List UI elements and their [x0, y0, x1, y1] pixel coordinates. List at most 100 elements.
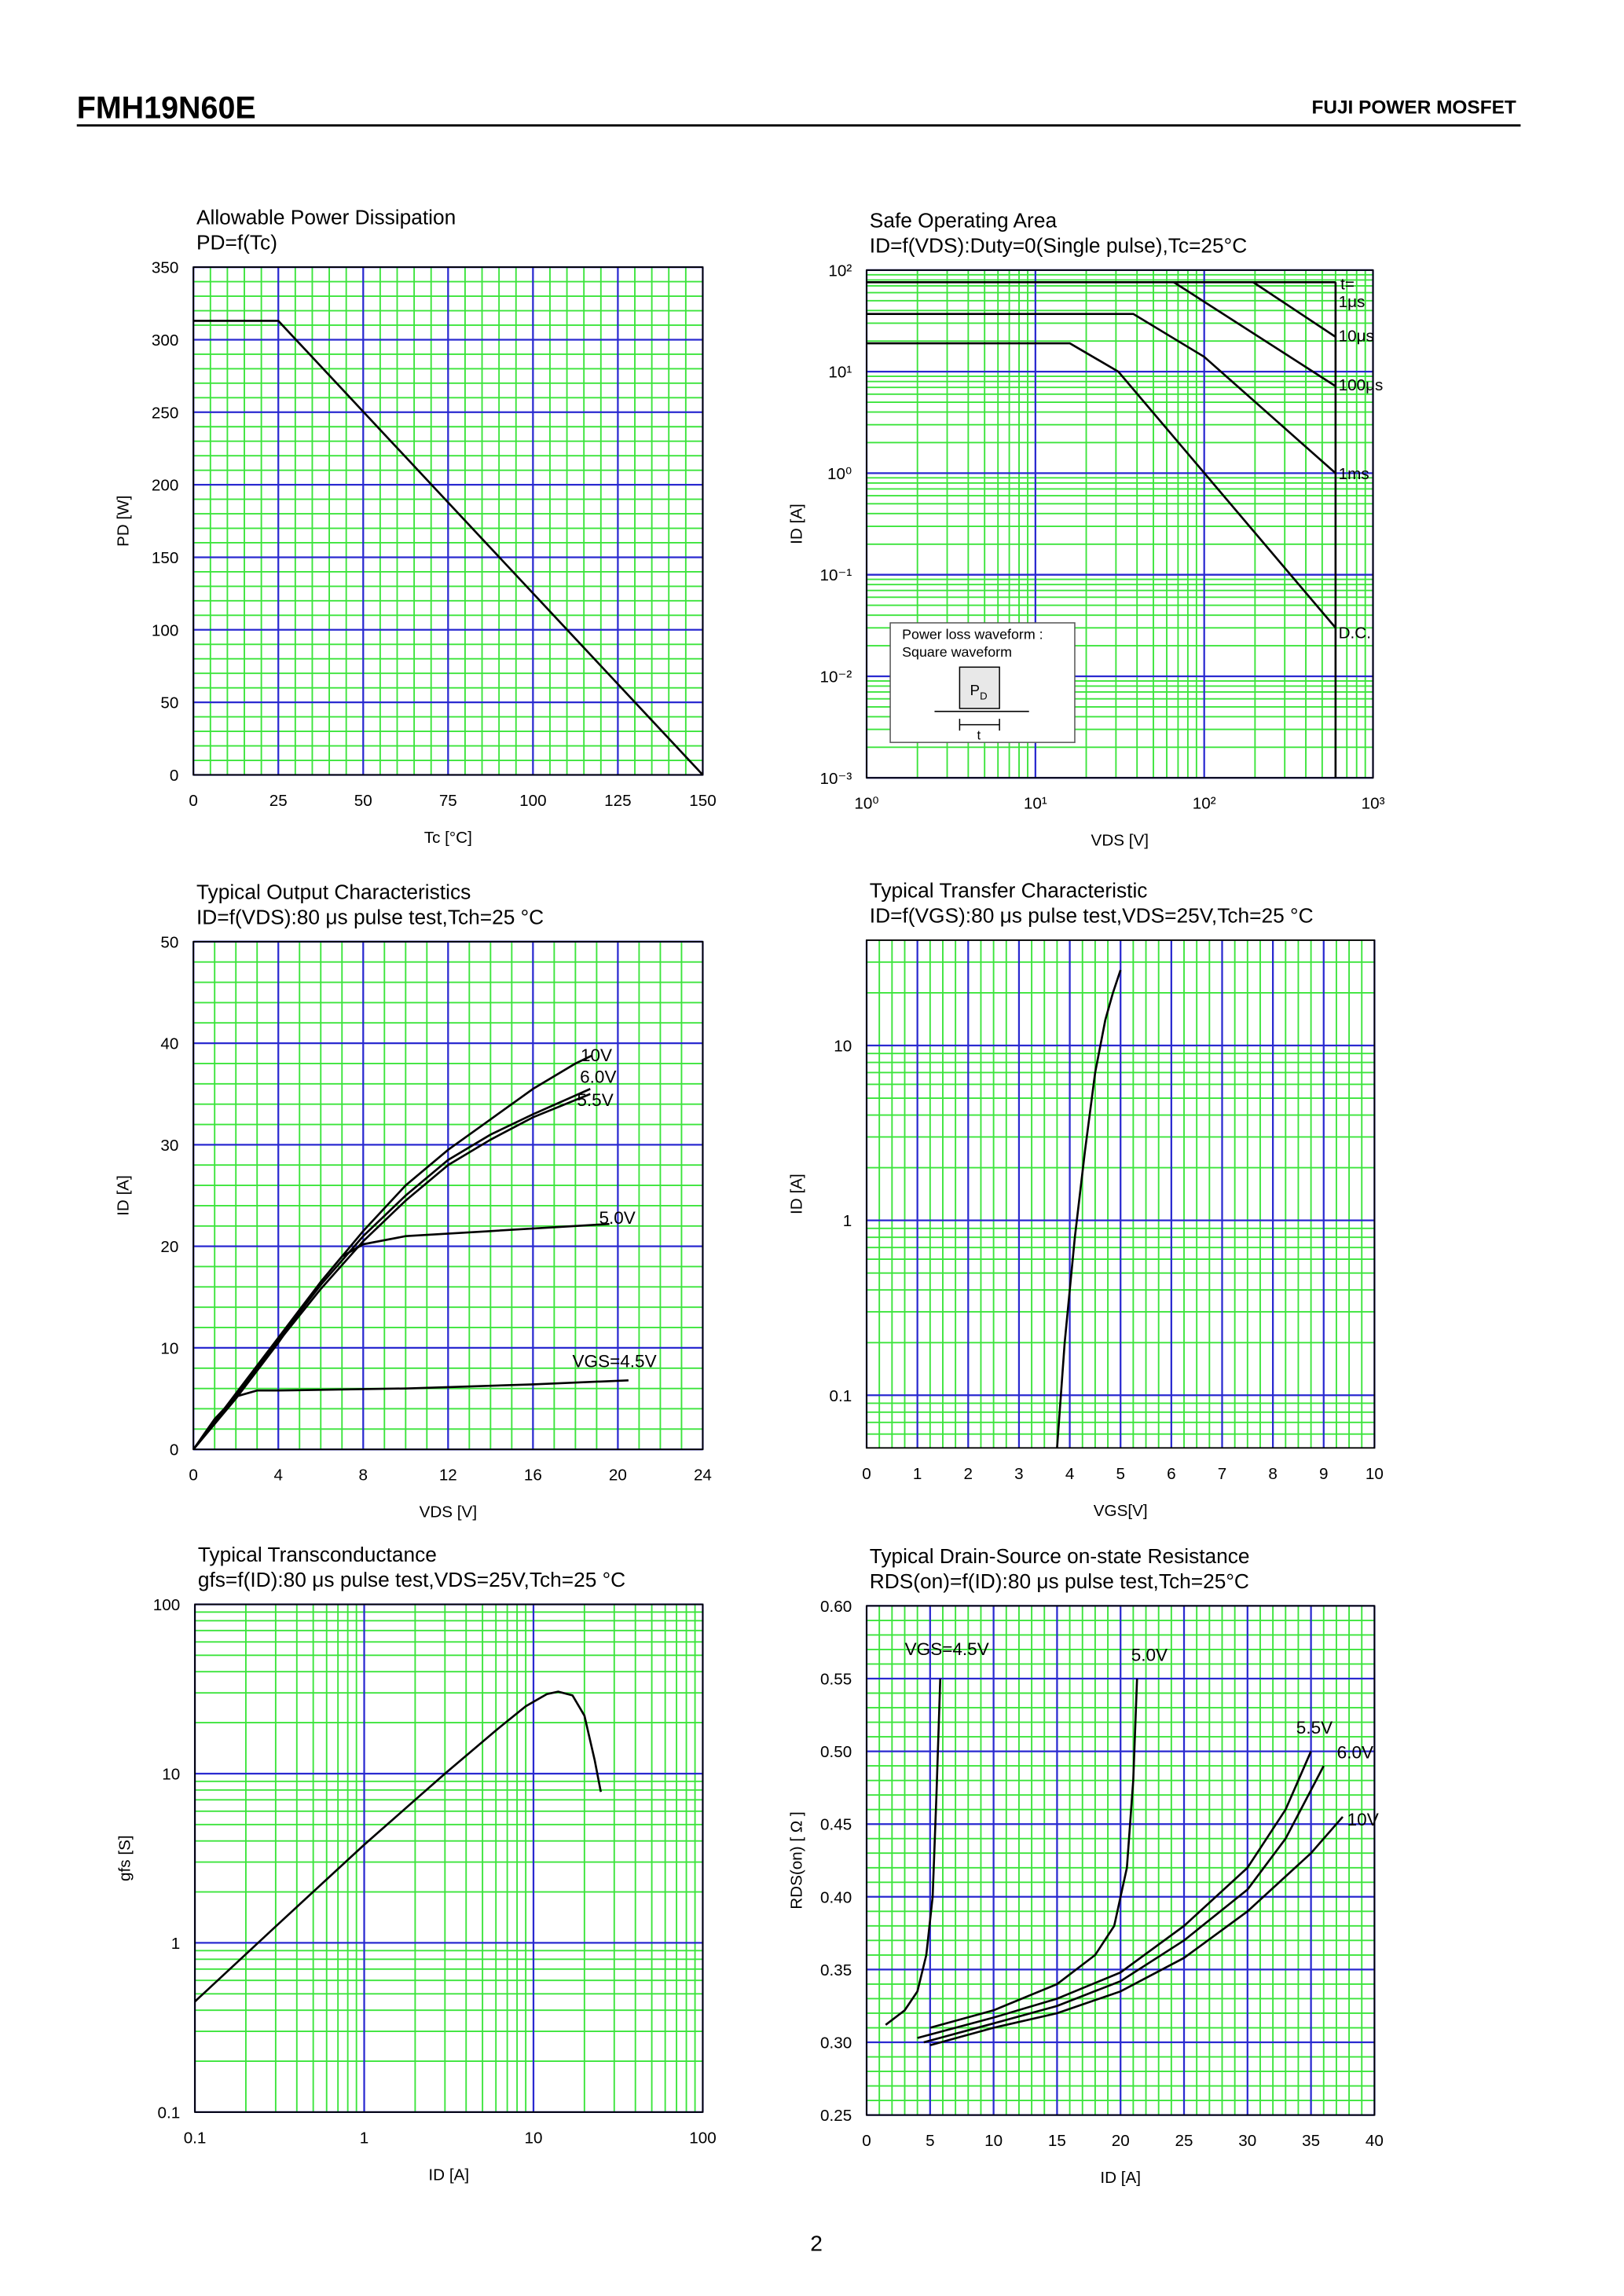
page-number: 2 — [810, 2231, 823, 2256]
curve-label: 5.0V — [1131, 1645, 1168, 1664]
x-tick-label: 2 — [964, 1465, 973, 1483]
x-tick-label: 16 — [524, 1467, 542, 1485]
curve-label: 10μs — [1339, 328, 1374, 346]
pulse-box — [959, 666, 1000, 709]
chart: 0 25 50 75 100 125 150 0 50 100 150 200 250 300 350 All… — [115, 206, 717, 847]
x-tick-label: 24 — [694, 1467, 712, 1485]
x-tick-label: 0 — [862, 2132, 871, 2150]
chart-title: Typical Transconductance — [198, 1543, 437, 1566]
curve — [885, 1678, 942, 2026]
curve — [867, 313, 1336, 474]
y-axis-label: ID [A] — [787, 1174, 805, 1214]
y-tick-label: 10¹ — [828, 364, 852, 382]
curve — [929, 1678, 1138, 2029]
x-axis-label: VDS [V] — [1091, 832, 1149, 850]
y-tick-label: 0.1 — [830, 1387, 852, 1405]
x-tick-label: 20 — [1112, 2132, 1130, 2150]
curve — [1252, 281, 1336, 338]
x-tick-label: 8 — [359, 1467, 368, 1485]
x-tick-label: 7 — [1218, 1465, 1227, 1483]
x-tick-label: 3 — [1014, 1465, 1024, 1483]
y-tick-label: 0 — [170, 767, 179, 785]
y-tick-label: 10⁻³ — [819, 770, 852, 788]
y-tick-label: 0.30 — [820, 2034, 852, 2052]
chart: 10⁰ 10¹ 10² 10³ 10⁻³ 10⁻² 10⁻¹ 10⁰ 10¹ 10² Safe Op… — [787, 208, 1384, 849]
x-tick-label: 5 — [1116, 1465, 1125, 1483]
y-tick-label: 0.55 — [820, 1670, 852, 1688]
curve — [917, 1751, 1312, 2039]
x-tick-label: 0 — [189, 1467, 198, 1485]
curve-label: 5.0V — [599, 1208, 635, 1228]
chart-title: Typical Output Characteristics — [196, 880, 471, 903]
chart-title: Allowable Power Dissipation — [196, 206, 456, 229]
y-tick-label: 200 — [152, 477, 178, 495]
x-tick-label: 10¹ — [1024, 795, 1047, 813]
y-tick-label: 40 — [160, 1035, 178, 1053]
y-axis-label: RDS(on) [ Ω ] — [787, 1811, 805, 1909]
curve — [193, 320, 704, 776]
x-tick-label: 100 — [519, 792, 546, 810]
curve-label: 5.5V — [577, 1090, 613, 1110]
x-tick-label: 25 — [1175, 2132, 1193, 2150]
y-tick-label: 0.50 — [820, 1743, 852, 1761]
x-tick-label: 35 — [1302, 2132, 1320, 2150]
chart-subtitle: ID=f(VGS):80 μs pulse test,VDS=25V,Tch=2… — [870, 903, 1314, 927]
x-axis-label: ID [A] — [1100, 2169, 1141, 2187]
x-tick-label: 150 — [689, 792, 716, 810]
y-tick-label: 1 — [843, 1212, 852, 1230]
y-tick-label: 0.40 — [820, 1888, 852, 1906]
y-tick-label: 30 — [160, 1137, 178, 1155]
y-axis-label: gfs [S] — [115, 1835, 134, 1881]
curve-label: VGS=4.5V — [573, 1351, 657, 1371]
curve — [929, 1816, 1344, 2047]
curve — [192, 1222, 610, 1451]
curve-label: D.C. — [1339, 624, 1371, 642]
y-tick-label: 10² — [828, 262, 852, 280]
pulse-label: PD — [970, 682, 988, 702]
x-axis-label: VGS[V] — [1094, 1502, 1148, 1520]
curve-label: 6.0V — [580, 1067, 616, 1087]
inset-text: Square waveform — [902, 644, 1012, 660]
y-tick-label: 50 — [160, 694, 178, 712]
chart-title: Typical Transfer Characteristic — [870, 878, 1148, 902]
y-tick-label: 0.25 — [820, 2107, 852, 2125]
part-number: FMH19N60E — [77, 90, 256, 125]
chart-title: Typical Drain-Source on-state Resistance — [870, 1544, 1250, 1568]
plot-frame — [192, 266, 704, 776]
x-tick-label: 6 — [1167, 1465, 1176, 1483]
y-tick-label: 0.35 — [820, 1961, 852, 1979]
x-axis-label: VDS [V] — [420, 1503, 477, 1522]
x-tick-label: 15 — [1048, 2132, 1066, 2150]
curve — [192, 1379, 629, 1450]
y-tick-label: 10⁻¹ — [819, 566, 852, 584]
curve-label: 10V — [581, 1045, 612, 1065]
y-tick-label: 10 — [162, 1765, 180, 1783]
curve — [923, 1765, 1325, 2044]
x-tick-label: 1 — [360, 2129, 369, 2147]
x-tick-label: 30 — [1238, 2132, 1256, 2150]
x-tick-label: 0 — [862, 1465, 871, 1483]
y-tick-label: 100 — [153, 1596, 180, 1614]
brand: FUJI POWER MOSFET — [1311, 97, 1516, 119]
y-axis-label: ID [A] — [787, 504, 805, 544]
chart-subtitle: RDS(on)=f(ID):80 μs pulse test,Tch=25°C — [870, 1569, 1249, 1593]
curve-label: 1ms — [1339, 465, 1369, 483]
x-tick-label: 10³ — [1362, 795, 1385, 813]
curve — [194, 1690, 603, 2003]
pulse-subscript: D — [980, 690, 988, 702]
x-tick-label: 10² — [1193, 795, 1216, 813]
chart: 0 5 10 15 20 25 30 35 40 0.25 0.30 0.35 0.40 0.45 0.50… — [787, 1544, 1384, 2187]
y-tick-label: 50 — [160, 933, 178, 951]
x-tick-label: 4 — [273, 1467, 283, 1485]
y-tick-label: 150 — [152, 549, 178, 567]
curve-label: 10V — [1347, 1810, 1379, 1829]
x-tick-label: 100 — [689, 2129, 716, 2147]
chart-subtitle: ID=f(VDS):Duty=0(Single pulse),Tc=25°C — [870, 233, 1247, 257]
curve — [192, 1088, 591, 1451]
x-tick-label: 4 — [1065, 1465, 1075, 1483]
x-tick-label: 25 — [269, 792, 288, 810]
y-tick-label: 0.45 — [820, 1816, 852, 1834]
x-tick-label: 125 — [604, 792, 631, 810]
curve — [1173, 281, 1336, 387]
